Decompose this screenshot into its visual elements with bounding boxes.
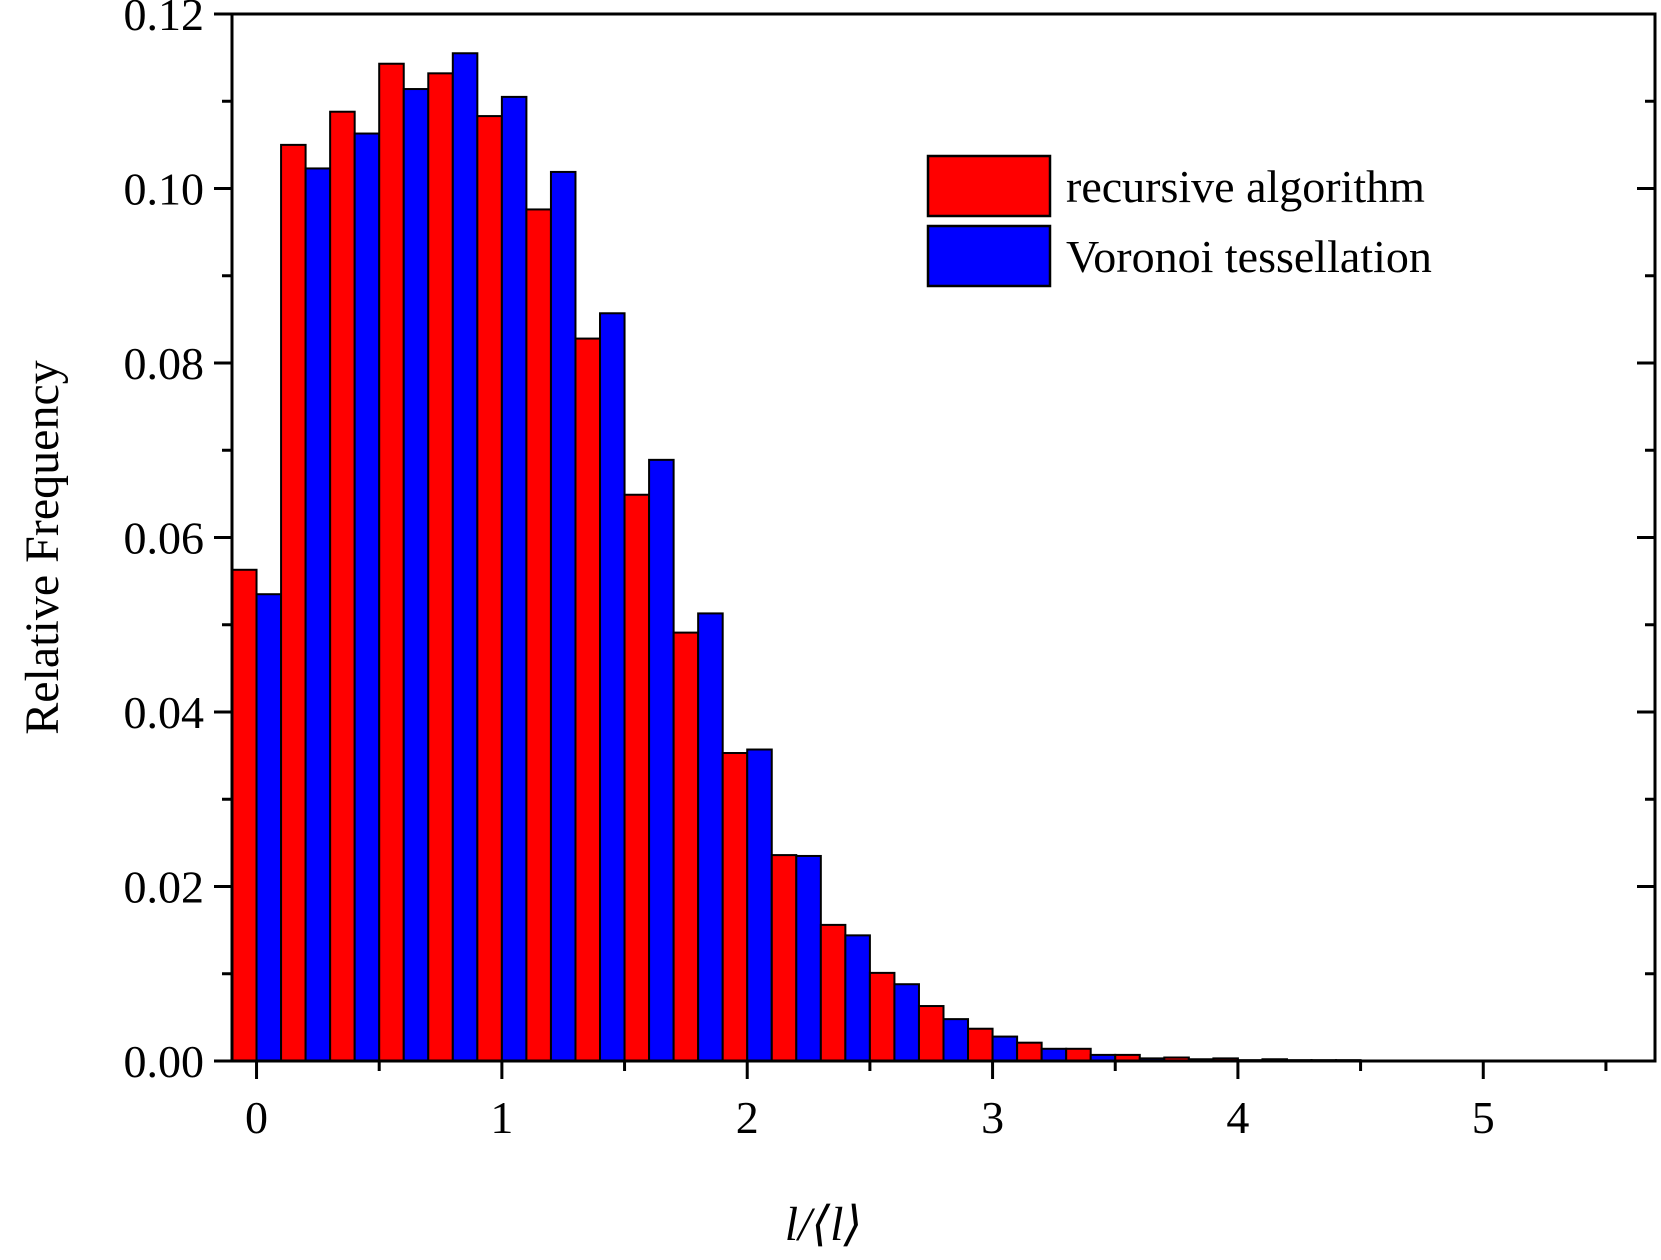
bar-recursive-5 [476,115,503,1062]
bar-recursive-4 [427,72,454,1062]
bar-recursive-1 [280,143,307,1062]
legend-label: Voronoi tessellation [1066,231,1432,282]
y-tick-label: 0.10 [124,164,205,215]
y-tick-label: 0.08 [124,338,205,389]
bar-voronoi-0 [255,593,283,1063]
axis-ticks: 0 1 2 3 4 5 0.00 0.02 0.04 0.06 0.08 0.10 0.12 [124,0,1655,1143]
bar-recursive-13 [868,971,896,1062]
bar-recursive-2 [329,110,356,1063]
bar-recursive-16 [1016,1041,1043,1062]
x-axis-label: l/⟨l⟩ [785,1198,862,1251]
y-tick-label: 0.00 [124,1036,205,1087]
legend: recursive algorithm Voronoi tessellation [926,154,1432,288]
legend-swatch-recursive [926,154,1052,218]
bar-recursive-8 [623,493,651,1062]
bar-voronoi-10 [746,748,773,1063]
bar-recursive-11 [770,854,798,1063]
bar-recursive-15 [967,1027,994,1063]
bar-voronoi-9 [697,612,724,1062]
x-tick-label: 0 [245,1092,268,1143]
bar-voronoi-6 [549,170,577,1063]
bar-voronoi-2 [353,132,381,1063]
y-tick-label: 0.02 [124,862,205,913]
x-tick-label: 4 [1226,1092,1249,1143]
bar-voronoi-5 [500,95,528,1062]
bar-recursive-9 [672,631,700,1062]
y-tick-label: 0.04 [124,687,205,738]
bar-voronoi-7 [599,312,626,1062]
x-tick-label: 3 [981,1092,1004,1143]
x-tick-label: 1 [490,1092,513,1143]
bar-recursive-6 [525,208,552,1062]
y-tick-label: 0.12 [124,0,205,40]
bar-recursive-7 [574,337,602,1062]
bar-voronoi-15 [991,1035,1019,1062]
bar-recursive-3 [378,62,405,1063]
y-axis-label: Relative Frequency [16,360,69,735]
x-tick-label: 5 [1472,1092,1495,1143]
legend-swatch-voronoi [926,224,1052,288]
bar-recursive-0 [231,568,258,1062]
bar-voronoi-12 [844,934,871,1062]
bar-voronoi-4 [451,52,479,1062]
bars-group [231,52,1362,1063]
bar-voronoi-11 [795,854,822,1063]
bar-voronoi-1 [304,167,332,1062]
bar-recursive-14 [917,1005,945,1062]
bar-voronoi-13 [893,983,920,1062]
bar-voronoi-3 [402,88,430,1063]
bar-voronoi-16 [1040,1047,1068,1063]
bar-recursive-17 [1065,1047,1092,1063]
bar-voronoi-14 [942,1018,970,1062]
x-tick-label: 2 [736,1092,759,1143]
bar-recursive-10 [721,752,749,1062]
bar-voronoi-8 [648,458,675,1063]
y-tick-label: 0.06 [124,513,205,564]
bar-recursive-12 [819,923,847,1063]
legend-label: recursive algorithm [1066,161,1425,212]
